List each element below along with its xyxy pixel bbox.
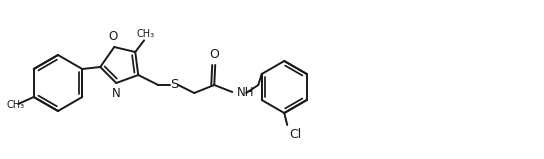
Text: O: O: [209, 48, 219, 61]
Text: CH₃: CH₃: [7, 100, 24, 111]
Text: S: S: [170, 79, 178, 91]
Text: NH: NH: [237, 86, 255, 100]
Text: O: O: [109, 30, 118, 43]
Text: N: N: [112, 87, 121, 100]
Text: Cl: Cl: [289, 128, 301, 141]
Text: CH₃: CH₃: [137, 29, 155, 39]
